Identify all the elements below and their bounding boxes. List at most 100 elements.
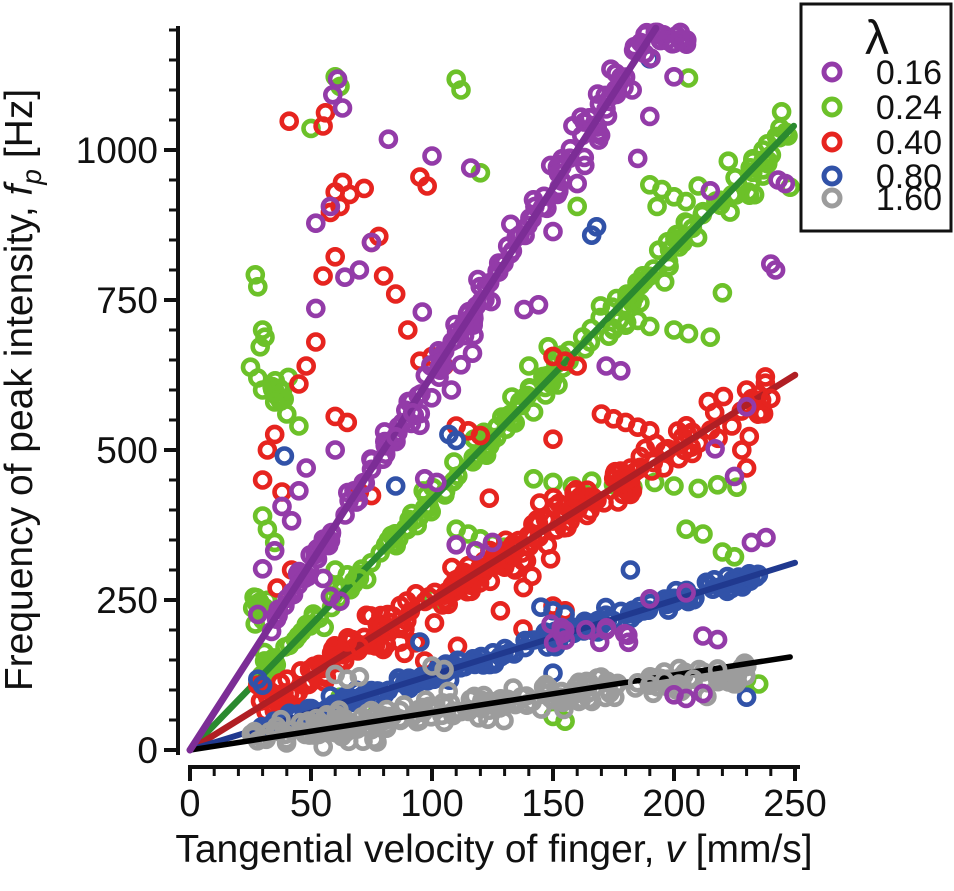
data-point <box>676 688 696 709</box>
data-point <box>675 212 696 232</box>
data-point <box>639 588 660 609</box>
data-point <box>479 488 500 509</box>
data-point <box>291 621 312 642</box>
data-point <box>771 102 792 122</box>
data-point <box>567 196 588 217</box>
data-point <box>567 356 588 376</box>
data-point <box>412 302 433 322</box>
data-point <box>522 566 542 587</box>
data-point <box>576 619 596 640</box>
data-point <box>543 472 563 493</box>
data-point <box>639 106 660 127</box>
legend-label: 0.24 <box>876 89 942 127</box>
data-point <box>349 260 370 280</box>
data-point <box>446 430 467 451</box>
data-point <box>756 527 776 548</box>
legend-entry-1.60: 1.60 <box>821 180 942 218</box>
data-point <box>426 472 447 493</box>
data-point <box>537 535 558 555</box>
data-point <box>424 613 445 633</box>
data-point <box>639 420 660 441</box>
y-tick-label: 250 <box>96 580 158 621</box>
data-point <box>712 282 733 303</box>
data-point <box>376 634 397 655</box>
data-point <box>395 518 416 538</box>
data-point <box>482 532 503 553</box>
data-point <box>567 173 588 194</box>
data-point <box>250 336 271 357</box>
data-point <box>313 266 333 286</box>
data-point <box>669 29 690 50</box>
data-point <box>301 118 321 139</box>
data-point <box>724 466 745 487</box>
data-point <box>410 632 430 652</box>
x-tick-label: 150 <box>521 783 584 825</box>
data-point <box>335 267 355 288</box>
data-point <box>707 659 728 680</box>
data-point <box>274 446 295 466</box>
x-tick-label: 100 <box>400 783 463 825</box>
data-point <box>523 468 544 489</box>
series-outliers <box>247 67 796 709</box>
data-point <box>543 221 563 242</box>
data-point <box>252 380 273 400</box>
x-tick-label: 200 <box>642 783 705 825</box>
data-point <box>361 459 382 480</box>
data-point <box>605 81 625 102</box>
x-tick-label: 250 <box>763 783 826 825</box>
data-point <box>577 505 597 526</box>
data-point <box>370 543 391 563</box>
data-point <box>252 470 273 490</box>
data-point <box>397 320 418 340</box>
data-point <box>485 551 506 572</box>
data-point <box>648 240 669 260</box>
data-point <box>313 116 333 136</box>
data-point <box>406 583 426 604</box>
legend-marker <box>821 131 843 153</box>
data-point <box>647 196 667 217</box>
data-point <box>462 343 483 364</box>
data-point <box>668 448 689 469</box>
data-point <box>720 202 740 222</box>
data-point <box>722 416 742 436</box>
data-point <box>252 558 273 579</box>
data-point <box>713 386 734 407</box>
data-point <box>670 22 691 43</box>
data-point <box>349 568 370 589</box>
data-point <box>678 323 699 344</box>
data-point <box>676 582 696 603</box>
x-tick-label: 50 <box>290 783 332 825</box>
series-lambda-0.16 <box>186 22 796 754</box>
data-point <box>264 532 285 553</box>
data-point <box>327 69 348 89</box>
data-point <box>442 557 462 578</box>
y-tick-label: 500 <box>96 430 158 471</box>
x-axis-label: Tangential velocity of finger, v [mm/s] <box>175 828 812 871</box>
data-point <box>627 148 648 169</box>
data-point <box>617 625 638 646</box>
data-point <box>247 604 268 625</box>
data-point <box>289 374 309 394</box>
data-point <box>464 325 484 346</box>
data-point <box>262 657 283 677</box>
data-point <box>245 264 266 285</box>
data-point <box>653 457 674 478</box>
data-point <box>736 396 757 417</box>
data-point <box>257 440 278 460</box>
data-point <box>296 458 317 478</box>
data-point <box>581 225 602 245</box>
data-point <box>676 519 696 540</box>
axes: 0 250 500 750 1000 0 50 100 150 200 250 Frequency o… <box>0 26 827 871</box>
data-point <box>431 705 452 726</box>
data-point <box>563 116 583 136</box>
data-point <box>325 246 346 267</box>
data-point <box>490 600 511 621</box>
legend-entry-0.24: 0.24 <box>821 89 942 127</box>
y-tick-label: 0 <box>137 730 158 771</box>
data-point <box>731 440 752 460</box>
data-point <box>555 630 576 650</box>
data-point <box>446 534 467 555</box>
data-point <box>760 388 781 409</box>
data-point <box>364 729 384 750</box>
